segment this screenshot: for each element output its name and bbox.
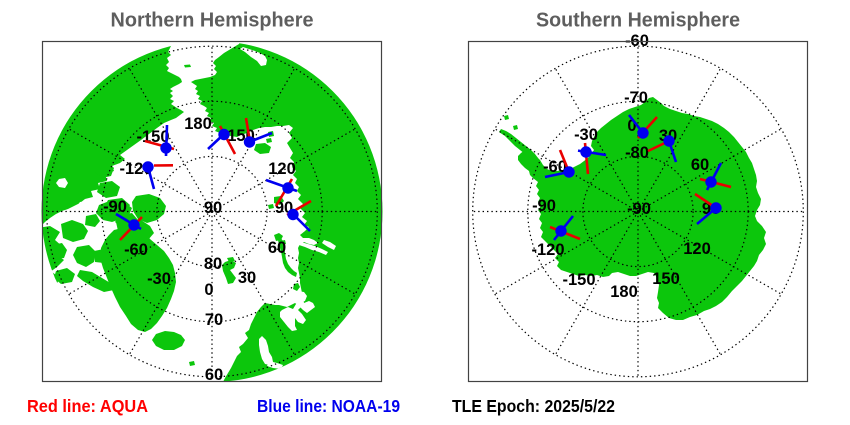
svg-text:-30: -30	[147, 270, 171, 288]
svg-text:180: 180	[610, 283, 638, 301]
svg-text:60: 60	[205, 366, 223, 384]
svg-text:-90: -90	[627, 200, 651, 218]
svg-text:60: 60	[691, 156, 709, 174]
svg-text:-60: -60	[124, 241, 148, 259]
svg-text:-150: -150	[562, 271, 595, 289]
svg-text:-60: -60	[543, 158, 567, 176]
svg-text:-70: -70	[624, 89, 648, 107]
svg-text:120: 120	[683, 240, 711, 258]
svg-text:150: 150	[652, 270, 680, 288]
svg-text:80: 80	[204, 255, 222, 273]
svg-text:-80: -80	[625, 144, 649, 162]
svg-text:Southern Hemisphere: Southern Hemisphere	[536, 9, 740, 32]
svg-text:120: 120	[268, 160, 296, 178]
svg-text:-30: -30	[574, 126, 598, 144]
svg-text:90: 90	[204, 199, 222, 217]
svg-text:70: 70	[205, 311, 223, 329]
svg-text:TLE Epoch: 2025/5/22: TLE Epoch: 2025/5/22	[452, 396, 615, 416]
svg-text:60: 60	[268, 239, 286, 257]
svg-text:Red line: AQUA: Red line: AQUA	[27, 396, 148, 416]
svg-text:Northern Hemisphere: Northern Hemisphere	[111, 9, 314, 32]
svg-text:-90: -90	[103, 198, 127, 216]
svg-text:-150: -150	[136, 128, 169, 146]
svg-text:0: 0	[204, 281, 213, 299]
svg-text:-90: -90	[532, 197, 556, 215]
svg-text:Blue line: NOAA-19: Blue line: NOAA-19	[257, 396, 400, 416]
svg-text:180: 180	[184, 115, 212, 133]
svg-text:0: 0	[627, 117, 636, 135]
svg-text:30: 30	[238, 269, 256, 287]
svg-text:-120: -120	[531, 241, 564, 259]
